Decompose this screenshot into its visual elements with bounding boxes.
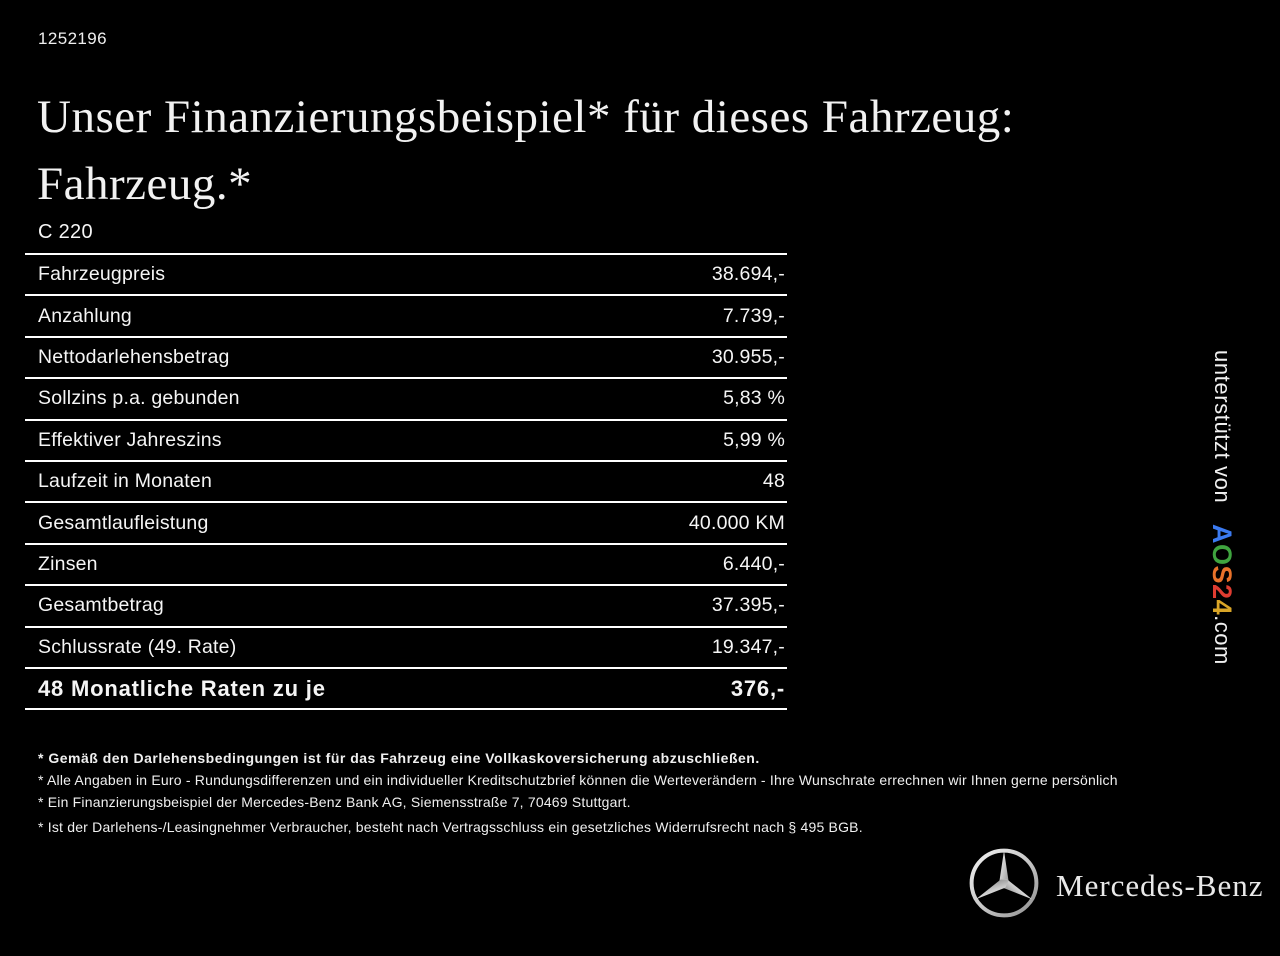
footnote-widerrufsrecht: * Ist der Darlehens-/Leasingnehmer Verbr…: [38, 819, 863, 835]
mercedes-star-icon: [968, 847, 1040, 924]
footer-brand: Mercedes-Benz: [968, 847, 1264, 924]
row-value: 5,99 %: [723, 428, 785, 451]
aos24-domain-suffix: .com: [1210, 615, 1235, 665]
row-label: Sollzins p.a. gebunden: [38, 387, 240, 410]
aos24-letter-s: S: [1207, 565, 1237, 585]
table-row-nettodarlehensbetrag: Nettodarlehensbetrag 30.955,-: [25, 335, 787, 377]
aos24-letter-4: 4: [1207, 599, 1237, 616]
row-label: Zinsen: [38, 552, 98, 575]
table-row-gesamtbetrag: Gesamtbetrag 37.395,-: [25, 584, 787, 625]
row-value: 30.955,-: [711, 345, 785, 368]
row-value: 6.440,-: [722, 552, 785, 575]
row-label: Gesamtbetrag: [38, 594, 164, 617]
page-title-line1: Unser Finanzierungsbeispiel* für dieses …: [37, 91, 1015, 143]
row-value: 7.739,-: [722, 304, 785, 327]
vehicle-model-label: C 220: [38, 221, 93, 243]
row-value: 376,-: [730, 675, 785, 701]
table-row-anzahlung: Anzahlung 7.739,-: [25, 294, 787, 335]
supported-by-label: unterstützt von: [1210, 350, 1235, 511]
aos24-letter-o: O: [1207, 544, 1237, 566]
table-row-gesamtlaufleistung: Gesamtlaufleistung 40.000 KM: [25, 501, 787, 542]
row-label: Effektiver Jahreszins: [38, 428, 222, 451]
footnote-angaben: * Alle Angaben in Euro - Rundungsdiffere…: [38, 772, 1118, 788]
aos24-logo: AOS24.com: [1207, 524, 1237, 665]
page-title-line2: Fahrzeug.*: [37, 158, 253, 210]
row-value: 48: [762, 470, 785, 493]
table-row-monatliche-raten: 48 Monatliche Raten zu je 376,-: [25, 666, 787, 708]
row-value: 37.395,-: [711, 594, 785, 617]
aos24-letter-2: 2: [1207, 584, 1237, 600]
table-row-schlussrate: Schlussrate (49. Rate) 19.347,-: [25, 625, 787, 667]
listing-id: 1252196: [38, 29, 107, 48]
table-row-effektiver-jahreszins: Effektiver Jahreszins 5,99 %: [25, 418, 787, 460]
row-label: Gesamtlaufleistung: [38, 511, 209, 534]
aos24-letter-a: A: [1207, 524, 1237, 545]
row-value: 38.694,-: [711, 263, 785, 286]
footnote-bank: * Ein Finanzierungsbeispiel der Mercedes…: [38, 794, 631, 810]
table-row-fahrzeugpreis: Fahrzeugpreis 38.694,-: [25, 253, 787, 294]
row-label: 48 Monatliche Raten zu je: [38, 675, 326, 701]
row-value: 5,83 %: [723, 387, 785, 410]
row-label: Fahrzeugpreis: [38, 263, 166, 286]
footnotes: * Gemäß den Darlehensbedingungen ist für…: [38, 751, 1238, 842]
row-label: Laufzeit in Monaten: [38, 470, 212, 493]
row-label: Anzahlung: [38, 304, 132, 327]
financing-table: Fahrzeugpreis 38.694,- Anzahlung 7.739,-…: [25, 253, 787, 711]
table-row-laufzeit: Laufzeit in Monaten 48: [25, 459, 787, 501]
supported-by-watermark: unterstützt von AOS24.com: [1206, 350, 1237, 730]
table-row-zinsen: Zinsen 6.440,-: [25, 542, 787, 584]
row-label: Schlussrate (49. Rate): [38, 635, 237, 658]
page-title: Unser Finanzierungsbeispiel* für dieses …: [37, 84, 1014, 218]
row-value: 40.000 KM: [688, 511, 785, 534]
footnote-vollkasko: * Gemäß den Darlehensbedingungen ist für…: [38, 750, 760, 766]
row-label: Nettodarlehensbetrag: [38, 345, 230, 368]
table-row-sollzins: Sollzins p.a. gebunden 5,83 %: [25, 377, 787, 418]
row-value: 19.347,-: [711, 635, 785, 658]
mercedes-benz-wordmark: Mercedes-Benz: [1056, 867, 1264, 903]
